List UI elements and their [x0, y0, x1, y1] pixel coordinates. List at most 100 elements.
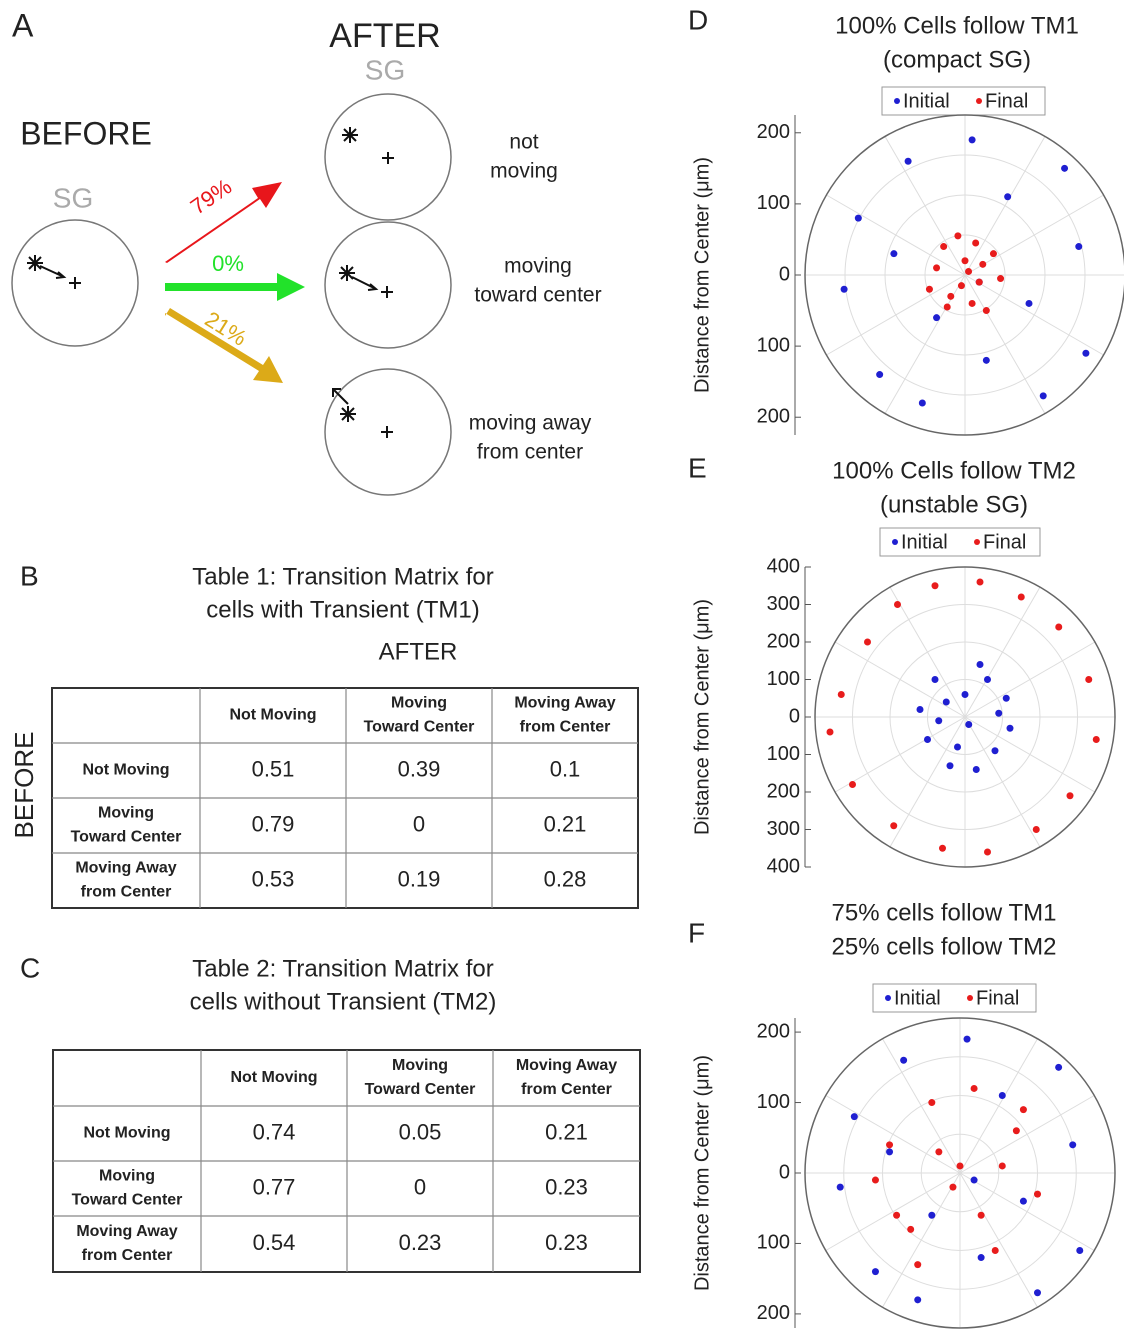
transition-arrows [165, 182, 305, 383]
grid-spoke [889, 716, 966, 848]
data-point [1019, 1106, 1027, 1114]
data-point [850, 1113, 858, 1121]
row-header: Moving [99, 1168, 155, 1185]
data-point [928, 1099, 936, 1107]
data-point [935, 1148, 943, 1156]
y-tick-label: 100 [757, 1232, 790, 1254]
y-tick-label: 0 [779, 263, 790, 285]
data-point [942, 698, 950, 706]
plot-boundary [804, 114, 1124, 436]
column-header: Not Moving [229, 707, 316, 724]
column-header: Toward Center [365, 1081, 476, 1098]
data-point [933, 314, 941, 322]
data-point [946, 762, 954, 770]
y-tick-label: 400 [767, 855, 800, 877]
table-title: Table 2: Transition Matrix for [192, 955, 493, 982]
data-point [1082, 349, 1090, 357]
data-point [979, 260, 987, 268]
table-value: 0.74 [253, 1119, 296, 1144]
cell-star [27, 255, 43, 271]
table-value: 0.53 [252, 866, 295, 891]
data-point [970, 1176, 978, 1184]
data-point [947, 292, 955, 300]
data-point [914, 1261, 922, 1269]
plot-boundary [814, 566, 1116, 868]
panel-letter: F [688, 917, 705, 948]
polar-grid [805, 115, 1124, 435]
column-header: Moving [392, 1057, 448, 1074]
data-point [931, 676, 939, 683]
data-point [890, 250, 898, 258]
center-plus [381, 426, 393, 438]
sg-circle [324, 221, 452, 349]
y-tick-label: 0 [779, 1161, 790, 1183]
chart-title: 100% Cells follow TM1 [835, 12, 1079, 39]
cell-star [342, 127, 358, 143]
data-point [972, 239, 980, 247]
data-point [1075, 243, 1083, 251]
panel-letter: E [688, 452, 707, 483]
sg-circle [324, 368, 452, 496]
row-header: Moving Away [75, 860, 176, 877]
legend-label: Final [985, 90, 1028, 112]
table-value: 0.1 [550, 756, 581, 781]
data-point [837, 691, 845, 698]
data-point [963, 1035, 971, 1043]
y-tick-label: 200 [757, 1020, 790, 1042]
legend-marker [974, 539, 980, 545]
table-value: 0.23 [545, 1230, 588, 1255]
panel-letter: C [20, 952, 40, 983]
data-point [977, 1254, 985, 1262]
after-heading: AFTER [329, 17, 440, 55]
legend-box [879, 527, 1041, 557]
data-point [984, 676, 991, 683]
before-heading: BEFORE [20, 115, 152, 151]
outcome-label: toward center [474, 284, 601, 307]
data-point [876, 371, 884, 379]
row-header: Toward Center [72, 1192, 183, 1209]
row-header: Not Moving [82, 762, 169, 779]
outcome-label: from center [477, 441, 583, 464]
transition-arrow [165, 273, 305, 301]
y-tick-label: 0 [789, 705, 800, 727]
grid-spoke [825, 1095, 961, 1174]
legend-label: Initial [903, 90, 950, 112]
grid-spoke [882, 1038, 961, 1174]
data-point [989, 250, 997, 258]
data-point [935, 717, 943, 725]
data-point [976, 578, 984, 586]
data-point [995, 709, 1003, 717]
row-header: from Center [81, 884, 172, 901]
legend-label: Initial [894, 987, 941, 1009]
grid-spoke [889, 586, 966, 718]
plot-boundary [804, 1017, 1116, 1329]
legend-label: Initial [901, 531, 948, 553]
legend-label: Final [983, 531, 1026, 553]
data-point [836, 1183, 844, 1191]
y-axis-label: Distance from Center (μm) [691, 599, 713, 835]
y-tick-label: 100 [757, 1091, 790, 1113]
data-point [954, 232, 962, 240]
data-point [975, 278, 983, 286]
data-point [894, 601, 901, 608]
data-point [871, 1176, 879, 1184]
column-header: Not Moving [230, 1069, 317, 1086]
move-arrow [351, 276, 379, 291]
grid-spoke [959, 1172, 1095, 1251]
data-point [997, 275, 1005, 283]
before-label: BEFORE [9, 732, 39, 839]
data-point [1055, 1063, 1063, 1071]
column-header: Toward Center [364, 719, 475, 736]
table-title: cells with Transient (TM1) [206, 596, 479, 623]
data-point [904, 157, 912, 165]
table-value: 0.19 [398, 866, 441, 891]
data-point [957, 282, 965, 290]
transition-table: 0.51 0.39 0.1 0.79 0 0.21 0.53 0.19 0.28 [51, 687, 639, 909]
y-tick-label: 200 [767, 780, 800, 802]
data-point [961, 691, 969, 698]
data-point [1034, 1190, 1041, 1198]
row-header: Moving Away [76, 1223, 177, 1240]
polar-grid [805, 1018, 1115, 1328]
cell-star [339, 265, 355, 281]
data-point [965, 267, 973, 275]
